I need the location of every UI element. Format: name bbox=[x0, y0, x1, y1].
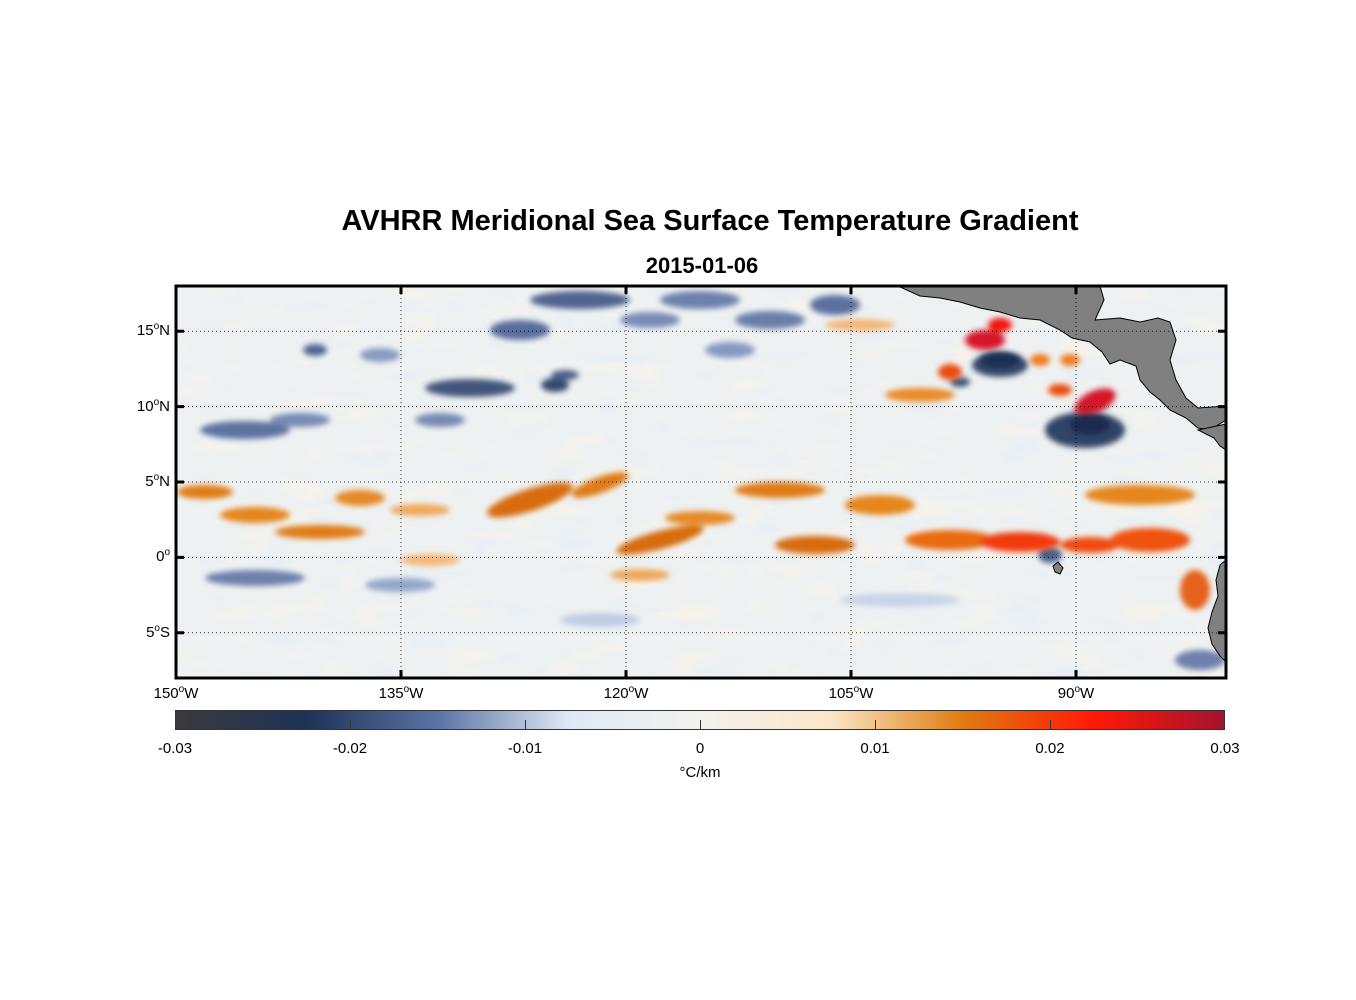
positive-anomaly-band bbox=[177, 318, 1210, 610]
lat-label: 0o bbox=[156, 547, 170, 566]
land-central-america bbox=[897, 286, 1226, 431]
colorbar-tick-label: 0.01 bbox=[860, 740, 890, 757]
colorbar-tick-label: -0.02 bbox=[332, 740, 368, 757]
strong-negative-cores bbox=[980, 352, 1110, 435]
colorbar-tick-mark bbox=[875, 720, 876, 730]
colorbar-tick-label: 0 bbox=[695, 740, 705, 757]
graticule bbox=[176, 286, 1226, 678]
colorbar-unit: °C/km bbox=[679, 764, 721, 781]
colorbar-tick-label: 0.02 bbox=[1035, 740, 1065, 757]
lon-label: 90oW bbox=[1057, 684, 1095, 702]
lat-label: 5oN bbox=[145, 472, 170, 490]
lon-label: 150oW bbox=[153, 684, 199, 702]
colorbar-tick-label: -0.01 bbox=[507, 740, 543, 757]
land-galapagos bbox=[1052, 561, 1064, 575]
lat-label: 15oN bbox=[136, 321, 170, 340]
colorbar-tick-mark bbox=[1050, 720, 1051, 730]
lat-label: 10oN bbox=[136, 396, 170, 415]
colorbar-tick-label: -0.03 bbox=[157, 740, 193, 757]
colorbar-tick-mark bbox=[700, 720, 701, 730]
land-panama bbox=[1196, 423, 1226, 451]
colorbar-tick-mark bbox=[350, 720, 351, 730]
lon-label: 120oW bbox=[603, 684, 649, 702]
lon-label: 135oW bbox=[378, 684, 424, 702]
colorbar-tick-label: 0.03 bbox=[1210, 740, 1240, 757]
lat-label: 5oS bbox=[146, 622, 170, 641]
map-date: 2015-01-06 bbox=[645, 253, 759, 278]
land-south-america bbox=[1207, 559, 1226, 663]
colorbar-tick-mark bbox=[525, 720, 526, 730]
lon-label: 105oW bbox=[828, 684, 874, 702]
map-title: AVHRR Meridional Sea Surface Temperature… bbox=[341, 205, 1079, 237]
frame-ticks bbox=[174, 286, 1226, 678]
